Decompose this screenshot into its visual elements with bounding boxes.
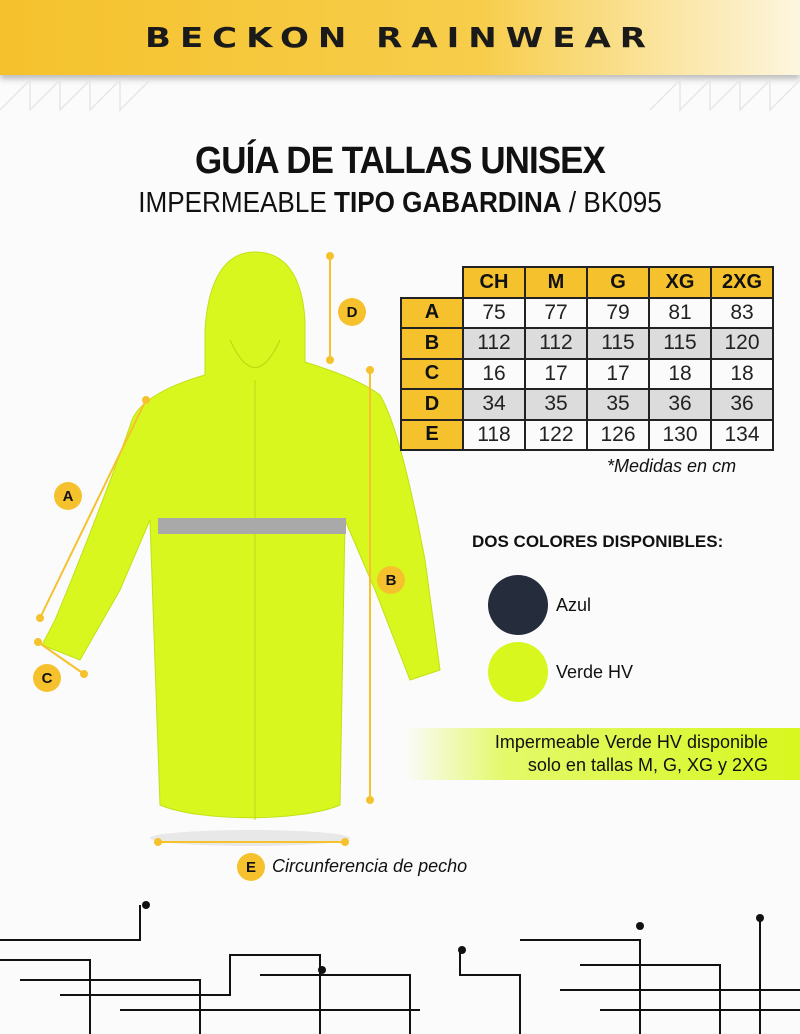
measure-label-e: E xyxy=(237,853,265,881)
table-row: E 118 122 126 130 134 xyxy=(400,418,774,451)
cell: 77 xyxy=(524,296,588,329)
background-pattern xyxy=(0,78,800,112)
measure-label-d: D xyxy=(338,298,366,326)
cell: 134 xyxy=(710,418,774,451)
cell: 36 xyxy=(710,388,774,421)
color-swatch-verde xyxy=(488,642,548,702)
table-row: A 75 77 79 81 83 xyxy=(400,296,774,329)
city-lines-decoration xyxy=(0,905,800,1034)
measure-lines xyxy=(34,252,374,846)
measure-label-c: C xyxy=(33,664,61,692)
cell: 17 xyxy=(586,357,650,390)
colors-title: DOS COLORES DISPONIBLES: xyxy=(472,532,724,551)
cell: 112 xyxy=(524,327,588,360)
column-header: G xyxy=(586,266,650,299)
cell: 118 xyxy=(462,418,526,451)
cell: 75 xyxy=(462,296,526,329)
cell: 115 xyxy=(648,327,712,360)
row-label: E xyxy=(400,418,464,451)
cell: 122 xyxy=(524,418,588,451)
cell: 17 xyxy=(524,357,588,390)
cell: 35 xyxy=(586,388,650,421)
brand-logo: BECKON RAINWEAR xyxy=(145,21,655,54)
shadow xyxy=(150,830,350,846)
row-label: D xyxy=(400,388,464,421)
city-dots xyxy=(142,901,764,974)
column-header: CH xyxy=(462,266,526,299)
cell: 35 xyxy=(524,388,588,421)
availability-line-1: Impermeable Verde HV disponible xyxy=(494,732,768,752)
cell: 79 xyxy=(586,296,650,329)
cell: 115 xyxy=(586,327,650,360)
brand-header: BECKON RAINWEAR xyxy=(0,0,800,75)
cell: 120 xyxy=(710,327,774,360)
color-label-azul: Azul xyxy=(556,595,592,615)
measure-label-b: B xyxy=(377,566,405,594)
cell: 112 xyxy=(462,327,526,360)
color-label-verde: Verde HV xyxy=(556,662,634,682)
cell: 36 xyxy=(648,388,712,421)
column-header: 2XG xyxy=(710,266,774,299)
hood-opening xyxy=(229,339,281,368)
cell: 18 xyxy=(710,357,774,390)
reflective-stripe xyxy=(158,518,346,534)
cell: 18 xyxy=(648,357,712,390)
availability-line-2: solo en tallas M, G, XG y 2XG xyxy=(527,755,768,775)
row-label: C xyxy=(400,357,464,390)
table-header-row: CH M G XG 2XG xyxy=(401,266,774,299)
table-row: D 34 35 35 36 36 xyxy=(400,388,774,421)
page-subtitle: IMPERMEABLE TIPO GABARDINA / BK095 xyxy=(138,187,662,219)
measure-label-a: A xyxy=(54,482,82,510)
page-title: GUÍA DE TALLAS UNISEX xyxy=(195,140,606,182)
table-row: C 16 17 17 18 18 xyxy=(400,357,774,390)
cell: 16 xyxy=(462,357,526,390)
column-header: XG xyxy=(648,266,712,299)
cell: 34 xyxy=(462,388,526,421)
color-swatch-azul xyxy=(488,575,548,635)
cell: 126 xyxy=(586,418,650,451)
table-row: B 112 112 115 115 120 xyxy=(400,327,774,360)
availability-banner: Impermeable Verde HV disponible solo en … xyxy=(405,728,800,780)
column-header: M xyxy=(524,266,588,299)
legend-e-caption: Circunferencia de pecho xyxy=(272,856,468,876)
row-label: A xyxy=(400,296,464,329)
cell: 130 xyxy=(648,418,712,451)
cell: 81 xyxy=(648,296,712,329)
units-note: *Medidas en cm xyxy=(607,456,737,476)
size-table: CH M G XG 2XG A 75 77 79 81 83 B 112 112 115 115 1… xyxy=(400,266,774,451)
row-label: B xyxy=(400,327,464,360)
raincoat-body xyxy=(41,251,441,819)
cell: 83 xyxy=(710,296,774,329)
